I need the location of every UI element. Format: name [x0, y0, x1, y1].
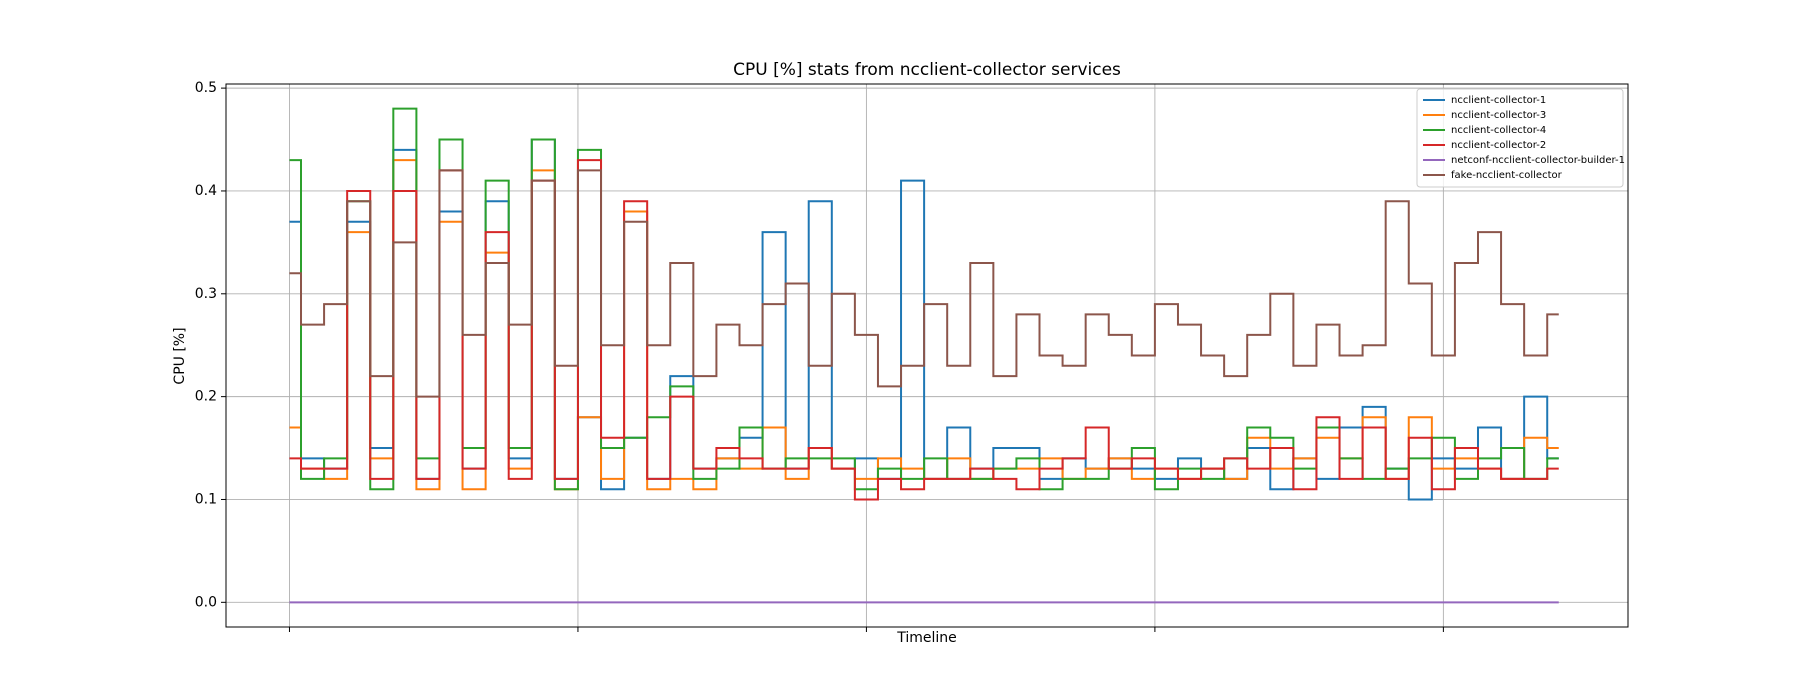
legend-label: netconf-ncclient-collector-builder-1 [1451, 155, 1625, 166]
series-line [289, 169, 1559, 398]
y-tick-label: 0.0 [195, 594, 217, 610]
legend-box [1416, 88, 1624, 188]
y-tick-label: 0.4 [195, 183, 217, 199]
legend-label: ncclient-collector-2 [1451, 140, 1546, 151]
y-axis-label: CPU [%] [172, 327, 188, 384]
y-tick-label: 0.2 [195, 389, 217, 405]
y-tick-label: 0.1 [195, 491, 217, 507]
legend-label: ncclient-collector-1 [1451, 95, 1546, 106]
x-axis-label: Timeline [896, 630, 957, 646]
plot-frame [225, 83, 1629, 628]
series-line [289, 159, 1559, 501]
y-tick-label: 0.3 [195, 286, 217, 302]
legend-label: ncclient-collector-3 [1451, 110, 1546, 121]
legend-label: ncclient-collector-4 [1451, 125, 1546, 136]
y-tick-label: 0.5 [195, 80, 217, 96]
chart-title: CPU [%] stats from ncclient-collector se… [733, 60, 1121, 80]
legend-label: fake-ncclient-collector [1451, 170, 1563, 181]
series-line [289, 138, 1559, 501]
